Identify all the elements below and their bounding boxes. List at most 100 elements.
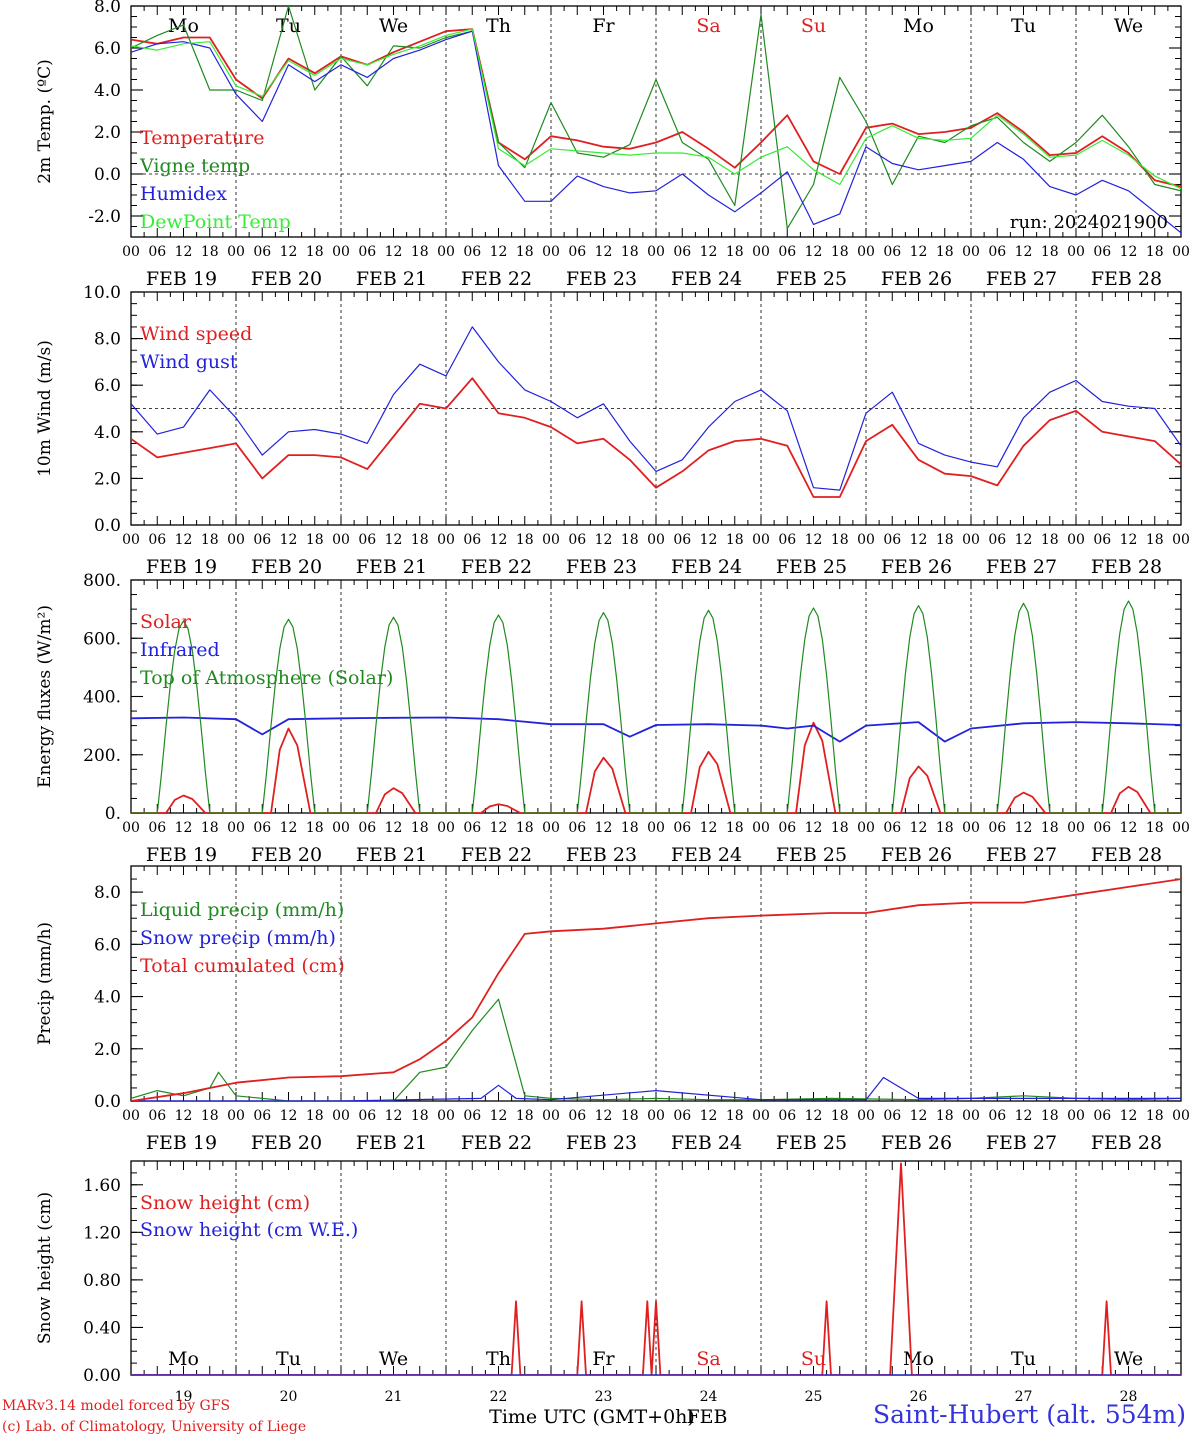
hour-tick-label: 12: [385, 1108, 403, 1124]
day-date-label: FEB 19: [146, 1132, 217, 1154]
day-date-label: FEB 22: [461, 1132, 532, 1154]
legend-entry: Top of Atmosphere (Solar): [140, 667, 393, 689]
temperature-series-line: [131, 6, 1181, 230]
hour-tick-label: 12: [490, 532, 508, 548]
hour-tick-label: 12: [1120, 1108, 1138, 1124]
y-tick-label: 0.0: [94, 516, 121, 536]
y-tick-label: 8.0: [94, 0, 121, 17]
y-tick-label: 1.20: [83, 1223, 121, 1243]
hour-tick-label: 18: [306, 244, 324, 260]
hour-tick-label: 12: [1015, 820, 1033, 836]
day-number-label: 24: [700, 1389, 718, 1405]
hour-tick-label: 00: [1172, 820, 1190, 836]
hour-tick-label: 00: [962, 532, 980, 548]
hour-tick-label: 06: [778, 820, 796, 836]
hour-tick-label: 06: [778, 244, 796, 260]
hour-tick-label: 18: [726, 244, 744, 260]
hour-tick-label: 00: [1172, 1108, 1190, 1124]
hour-tick-label: 12: [805, 244, 823, 260]
run-label: run: 2024021900: [1010, 212, 1168, 233]
hour-tick-label: 18: [831, 532, 849, 548]
hour-tick-label: 00: [332, 532, 350, 548]
hour-tick-label: 18: [306, 820, 324, 836]
hour-tick-label: 00: [542, 532, 560, 548]
hour-tick-label: 18: [936, 820, 954, 836]
y-tick-label: 0.0: [94, 1092, 121, 1112]
hour-tick-label: 06: [883, 1108, 901, 1124]
weekday-label: We: [1114, 1348, 1143, 1370]
hour-tick-label: 12: [280, 1108, 298, 1124]
x-axis-month: FEB: [686, 1406, 727, 1428]
hour-tick-label: 00: [122, 532, 140, 548]
day-date-label: FEB 27: [986, 1132, 1057, 1154]
hour-tick-label: 18: [516, 820, 534, 836]
hour-tick-label: 06: [988, 1108, 1006, 1124]
hour-tick-label: 18: [411, 820, 429, 836]
hour-tick-label: 18: [726, 532, 744, 548]
hour-tick-label: 12: [1015, 532, 1033, 548]
hour-tick-label: 18: [201, 244, 219, 260]
wind-series-line: [131, 326, 1181, 491]
hour-tick-label: 18: [621, 532, 639, 548]
y-tick-label: 10.0: [83, 283, 121, 303]
hour-tick-label: 06: [568, 532, 586, 548]
hour-tick-label: 18: [831, 244, 849, 260]
day-date-label: FEB 27: [986, 268, 1057, 290]
day-number-label: 22: [490, 1389, 508, 1405]
energy-series-line: [131, 721, 1181, 813]
weekday-label: Tu: [1011, 1348, 1036, 1370]
hour-tick-label: 00: [1172, 244, 1190, 260]
temperature-series-line: [131, 28, 1181, 188]
y-tick-label: 2.0: [94, 1040, 121, 1060]
hour-tick-label: 00: [332, 244, 350, 260]
weekday-label: We: [379, 15, 408, 37]
day-date-label: FEB 20: [251, 268, 322, 290]
hour-tick-label: 00: [332, 820, 350, 836]
weekday-label: We: [1114, 15, 1143, 37]
energy-y-axis-title: Energy fluxes (W/m²): [35, 605, 55, 788]
legend-entry: Snow precip (mm/h): [140, 927, 336, 949]
hour-tick-label: 12: [595, 820, 613, 836]
day-date-label: FEB 22: [461, 556, 532, 578]
day-date-label: FEB 23: [566, 844, 637, 866]
hour-tick-label: 18: [201, 1108, 219, 1124]
legend-entry: Wind gust: [140, 351, 238, 373]
y-tick-label: 200.: [83, 746, 121, 766]
weekday-label: Tu: [1011, 15, 1036, 37]
day-number-label: 26: [910, 1389, 928, 1405]
weekday-label: Mo: [168, 1348, 199, 1370]
day-date-label: FEB 26: [881, 268, 952, 290]
hour-tick-label: 00: [542, 1108, 560, 1124]
hour-tick-label: 18: [306, 1108, 324, 1124]
y-tick-label: 0.0: [94, 165, 121, 185]
hour-tick-label: 00: [542, 244, 560, 260]
hour-tick-label: 18: [411, 532, 429, 548]
hour-tick-label: 18: [1041, 244, 1059, 260]
hour-tick-label: 18: [516, 1108, 534, 1124]
y-tick-label: 800.: [83, 571, 121, 591]
day-number-label: 21: [385, 1389, 403, 1405]
hour-tick-label: 06: [778, 532, 796, 548]
hour-tick-label: 18: [411, 244, 429, 260]
hour-tick-label: 12: [910, 820, 928, 836]
hour-tick-label: 06: [463, 1108, 481, 1124]
hour-tick-label: 18: [936, 244, 954, 260]
model-credit: MARv3.14 model forced by GFS: [2, 1398, 231, 1414]
hour-tick-label: 18: [621, 244, 639, 260]
temperature-series-line: [131, 28, 1181, 190]
hour-tick-label: 00: [857, 244, 875, 260]
hour-tick-label: 12: [385, 532, 403, 548]
hour-tick-label: 18: [831, 1108, 849, 1124]
hour-tick-label: 00: [752, 1108, 770, 1124]
day-date-label: FEB 24: [671, 1132, 742, 1154]
hour-tick-label: 00: [1067, 820, 1085, 836]
day-date-label: FEB 19: [146, 844, 217, 866]
y-tick-label: 0.00: [83, 1366, 121, 1386]
energy-series-line: [131, 600, 1181, 813]
hour-tick-label: 18: [1146, 820, 1164, 836]
hour-tick-label: 00: [752, 532, 770, 548]
hour-tick-label: 00: [542, 820, 560, 836]
hour-tick-label: 06: [253, 244, 271, 260]
hour-tick-label: 00: [647, 244, 665, 260]
